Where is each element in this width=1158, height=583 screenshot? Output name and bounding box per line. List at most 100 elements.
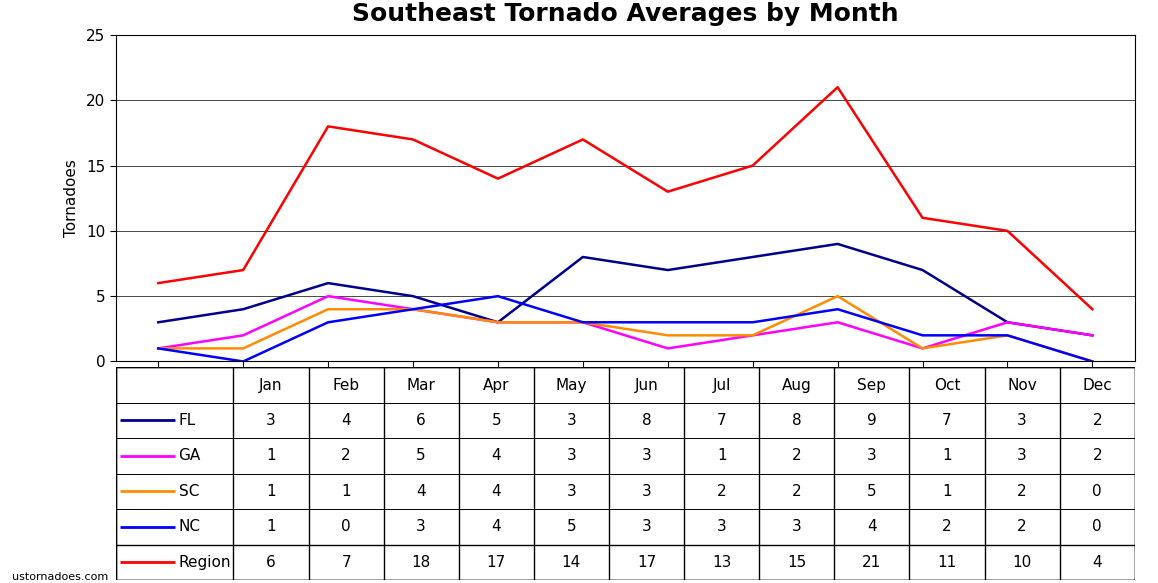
Y-axis label: Tornadoes: Tornadoes: [64, 159, 79, 237]
Text: 8: 8: [792, 413, 801, 428]
FL: [236, 305, 250, 312]
NC: [746, 319, 760, 326]
Region: [916, 215, 930, 222]
Text: 1: 1: [943, 448, 952, 463]
Text: 2: 2: [1018, 519, 1027, 535]
Text: 0: 0: [342, 519, 351, 535]
NC: [152, 345, 166, 352]
Text: 3: 3: [642, 519, 652, 535]
NC: [830, 305, 844, 312]
NC: [1085, 358, 1099, 365]
Text: 1: 1: [342, 484, 351, 499]
GA: [321, 293, 335, 300]
FL: [1085, 332, 1099, 339]
Line: NC: NC: [159, 296, 1092, 361]
GA: [1001, 319, 1014, 326]
Region: [746, 162, 760, 169]
Text: 2: 2: [1092, 413, 1102, 428]
SC: [661, 332, 675, 339]
Text: 3: 3: [867, 448, 877, 463]
Text: 3: 3: [1017, 413, 1027, 428]
Text: 3: 3: [642, 484, 652, 499]
Text: 11: 11: [938, 555, 957, 570]
SC: [830, 293, 844, 300]
Text: 2: 2: [943, 519, 952, 535]
Text: Dec: Dec: [1083, 378, 1112, 392]
Text: 2: 2: [717, 484, 726, 499]
Text: 2: 2: [792, 484, 801, 499]
Text: 2: 2: [1092, 448, 1102, 463]
Text: 1: 1: [266, 448, 276, 463]
Region: [576, 136, 589, 143]
SC: [321, 305, 335, 312]
SC: [236, 345, 250, 352]
Text: NC: NC: [178, 519, 200, 535]
NC: [1001, 332, 1014, 339]
NC: [321, 319, 335, 326]
Text: 0: 0: [1092, 484, 1102, 499]
Text: 3: 3: [566, 413, 577, 428]
Line: FL: FL: [159, 244, 1092, 335]
Text: Jun: Jun: [635, 378, 659, 392]
Text: 3: 3: [792, 519, 801, 535]
Text: 7: 7: [717, 413, 726, 428]
Text: 18: 18: [411, 555, 431, 570]
Text: 3: 3: [566, 484, 577, 499]
GA: [576, 319, 589, 326]
SC: [746, 332, 760, 339]
Line: GA: GA: [159, 296, 1092, 349]
Text: 5: 5: [491, 413, 501, 428]
SC: [1001, 332, 1014, 339]
Text: Mar: Mar: [406, 378, 435, 392]
GA: [746, 332, 760, 339]
Text: May: May: [556, 378, 587, 392]
Text: 17: 17: [637, 555, 657, 570]
Text: 3: 3: [417, 519, 426, 535]
FL: [830, 240, 844, 247]
Text: ustornadoes.com: ustornadoes.com: [12, 572, 108, 582]
Text: Feb: Feb: [332, 378, 360, 392]
NC: [491, 293, 505, 300]
Text: Sep: Sep: [857, 378, 886, 392]
SC: [491, 319, 505, 326]
SC: [406, 305, 420, 312]
Text: 3: 3: [642, 448, 652, 463]
Text: 2: 2: [342, 448, 351, 463]
Text: 5: 5: [566, 519, 577, 535]
Text: 1: 1: [266, 519, 276, 535]
Text: 4: 4: [491, 448, 501, 463]
Text: 17: 17: [486, 555, 506, 570]
FL: [321, 280, 335, 287]
SC: [1085, 358, 1099, 365]
Text: 4: 4: [1092, 555, 1102, 570]
Text: 4: 4: [491, 519, 501, 535]
Text: GA: GA: [178, 448, 200, 463]
Text: 2: 2: [792, 448, 801, 463]
FL: [152, 319, 166, 326]
GA: [406, 305, 420, 312]
GA: [491, 319, 505, 326]
SC: [916, 345, 930, 352]
Line: Region: Region: [159, 87, 1092, 309]
Text: Jan: Jan: [259, 378, 283, 392]
NC: [406, 305, 420, 312]
Text: Oct: Oct: [933, 378, 960, 392]
NC: [576, 319, 589, 326]
Region: [830, 84, 844, 91]
Region: [1085, 305, 1099, 312]
GA: [916, 345, 930, 352]
Text: 4: 4: [342, 413, 351, 428]
FL: [1001, 319, 1014, 326]
SC: [152, 345, 166, 352]
Text: 4: 4: [491, 484, 501, 499]
Text: 14: 14: [562, 555, 581, 570]
FL: [746, 254, 760, 261]
GA: [661, 345, 675, 352]
Text: 3: 3: [717, 519, 726, 535]
Text: 5: 5: [417, 448, 426, 463]
Text: SC: SC: [178, 484, 199, 499]
FL: [576, 254, 589, 261]
Text: 3: 3: [266, 413, 276, 428]
Text: 21: 21: [863, 555, 881, 570]
Text: 3: 3: [1017, 448, 1027, 463]
